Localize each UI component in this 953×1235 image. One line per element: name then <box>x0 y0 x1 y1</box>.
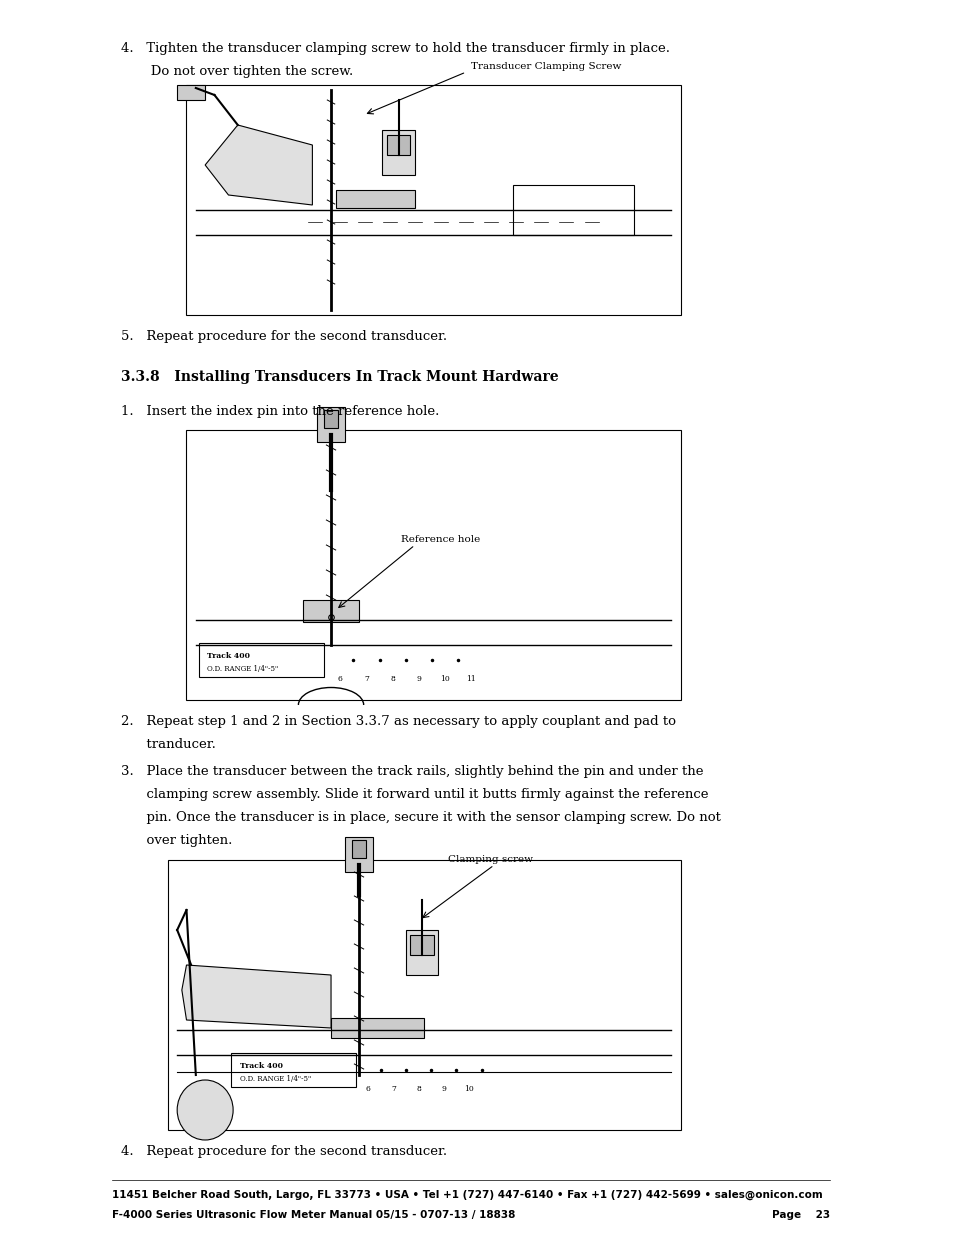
Text: Page    23: Page 23 <box>771 1210 829 1220</box>
Text: over tighten.: over tighten. <box>121 834 233 847</box>
Bar <box>168 860 680 1130</box>
Text: Track 400: Track 400 <box>207 652 250 659</box>
Text: 2.   Repeat step 1 and 2 in Section 3.3.7 as necessary to apply couplant and pad: 2. Repeat step 1 and 2 in Section 3.3.7 … <box>121 715 676 727</box>
Text: Reference hole: Reference hole <box>400 535 479 543</box>
Polygon shape <box>205 125 312 205</box>
Circle shape <box>177 1079 233 1140</box>
Bar <box>323 410 338 429</box>
Text: 5.   Repeat procedure for the second transducer.: 5. Repeat procedure for the second trans… <box>121 330 447 343</box>
Text: 9: 9 <box>416 676 420 683</box>
Bar <box>303 600 358 622</box>
Text: 11: 11 <box>466 676 476 683</box>
Bar <box>410 935 434 955</box>
Text: 7: 7 <box>364 676 369 683</box>
FancyBboxPatch shape <box>198 643 323 677</box>
Text: 4.   Tighten the transducer clamping screw to hold the transducer firmly in plac: 4. Tighten the transducer clamping screw… <box>121 42 670 56</box>
Polygon shape <box>182 965 331 1028</box>
Bar <box>345 837 373 872</box>
Text: Transducer Clamping Screw: Transducer Clamping Screw <box>471 62 620 70</box>
Text: Track 400: Track 400 <box>239 1062 282 1070</box>
Bar <box>382 130 415 175</box>
Text: 6: 6 <box>366 1086 371 1093</box>
Text: pin. Once the transducer is in place, secure it with the sensor clamping screw. : pin. Once the transducer is in place, se… <box>121 811 720 824</box>
Text: 10: 10 <box>464 1086 474 1093</box>
Text: clamping screw assembly. Slide it forward until it butts firmly against the refe: clamping screw assembly. Slide it forwar… <box>121 788 708 802</box>
Text: 6: 6 <box>337 676 342 683</box>
Bar <box>177 85 205 100</box>
Text: 9: 9 <box>441 1086 446 1093</box>
Text: tranducer.: tranducer. <box>121 739 216 751</box>
Bar <box>387 135 410 156</box>
Text: 4.   Repeat procedure for the second transducer.: 4. Repeat procedure for the second trans… <box>121 1145 447 1158</box>
Polygon shape <box>513 185 634 235</box>
Text: F-4000 Series Ultrasonic Flow Meter Manual 05/15 - 0707-13 / 18838: F-4000 Series Ultrasonic Flow Meter Manu… <box>112 1210 515 1220</box>
Text: 8: 8 <box>390 676 395 683</box>
Text: Clamping screw: Clamping screw <box>447 855 532 864</box>
Text: Do not over tighten the screw.: Do not over tighten the screw. <box>121 65 354 78</box>
Bar <box>405 930 437 974</box>
Text: O.D. RANGE 1/4"-5": O.D. RANGE 1/4"-5" <box>207 664 278 673</box>
Text: 1.   Insert the index pin into the reference hole.: 1. Insert the index pin into the referen… <box>121 405 439 417</box>
Text: 10: 10 <box>439 676 449 683</box>
Bar <box>352 840 366 858</box>
Text: O.D. RANGE 1/4"-5": O.D. RANGE 1/4"-5" <box>239 1074 311 1083</box>
Bar <box>331 1018 424 1037</box>
Bar <box>335 190 415 207</box>
Text: 8: 8 <box>416 1086 420 1093</box>
FancyBboxPatch shape <box>231 1053 355 1087</box>
Bar <box>316 408 345 442</box>
Bar <box>186 85 680 315</box>
Text: 3.3.8   Installing Transducers In Track Mount Hardware: 3.3.8 Installing Transducers In Track Mo… <box>121 370 558 384</box>
Bar <box>186 430 680 700</box>
Text: 11451 Belcher Road South, Largo, FL 33773 • USA • Tel +1 (727) 447-6140 • Fax +1: 11451 Belcher Road South, Largo, FL 3377… <box>112 1191 821 1200</box>
Text: 3.   Place the transducer between the track rails, slightly behind the pin and u: 3. Place the transducer between the trac… <box>121 764 703 778</box>
Text: 7: 7 <box>391 1086 395 1093</box>
